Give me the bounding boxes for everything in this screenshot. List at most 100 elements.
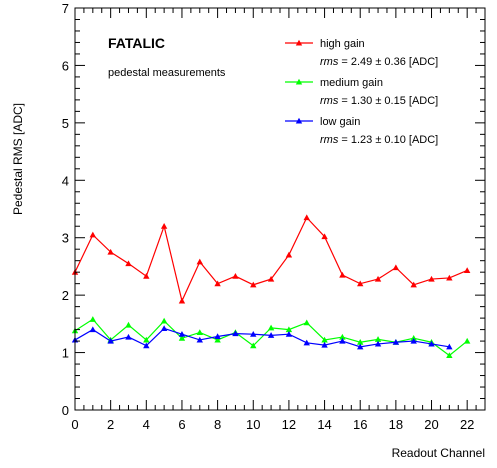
data-point (89, 326, 97, 333)
data-point (125, 260, 132, 267)
data-point (160, 317, 168, 324)
legend-entry: medium gain (320, 77, 383, 89)
data-point (303, 319, 310, 326)
legend-rms-label: rms (320, 56, 339, 68)
data-point (232, 330, 239, 337)
legend-marker (295, 117, 303, 124)
legend-rms-value: = 2.49 ± 0.36 [ADC] (338, 56, 438, 68)
x-tick-label: 18 (389, 417, 403, 432)
data-point (178, 335, 186, 341)
data-point (250, 281, 257, 288)
legend-rms: rms = 1.23 ± 0.10 [ADC] (320, 134, 438, 146)
y-axis-label: Pedestal RMS [ADC] (11, 103, 25, 215)
data-point (196, 258, 203, 265)
data-point (321, 336, 328, 343)
legend: high gain rms = 2.49 ± 0.36 [ADC] medium g… (285, 38, 438, 146)
data-point (267, 275, 275, 282)
x-tick-label: 2 (107, 417, 114, 432)
data-point (446, 343, 453, 350)
x-axis-label: Readout Channel (392, 446, 485, 460)
x-tick-label: 16 (353, 417, 367, 432)
data-point (89, 316, 97, 322)
data-point (143, 336, 150, 343)
data-point (285, 326, 293, 333)
data-point (143, 342, 150, 349)
x-tick-label: 10 (246, 417, 260, 432)
data-point (339, 337, 346, 344)
legend-entry: high gain (320, 38, 365, 50)
data-point (339, 333, 346, 340)
y-tick-label: 6 (62, 58, 69, 73)
data-point (321, 233, 328, 240)
x-tick-label: 20 (424, 417, 438, 432)
x-tick-label: 14 (317, 417, 331, 432)
x-tick-label: 8 (214, 417, 221, 432)
legend-rms-label: rms (320, 95, 339, 107)
data-point (89, 231, 97, 238)
y-tick-label: 1 (62, 346, 69, 361)
legend-rms: rms = 2.49 ± 0.36 [ADC] (320, 56, 438, 68)
x-tick-label: 22 (460, 417, 474, 432)
data-point (285, 251, 293, 258)
legend-marker (295, 78, 303, 85)
data-point (446, 274, 453, 281)
data-point (303, 214, 310, 221)
data-point (196, 329, 203, 336)
data-point (178, 297, 186, 304)
data-point (214, 333, 221, 340)
data-point (125, 333, 132, 340)
data-point (160, 325, 168, 332)
y-tick-label: 5 (62, 116, 69, 131)
data-point (214, 336, 221, 343)
data-point (410, 337, 417, 344)
data-point (160, 223, 168, 229)
data-point (125, 321, 132, 328)
data-point (392, 264, 400, 271)
data-point (463, 337, 471, 344)
x-tick-label: 0 (71, 417, 78, 432)
data-point (107, 248, 114, 255)
data-point (178, 330, 186, 337)
data-point (250, 342, 257, 349)
data-point (232, 272, 239, 279)
legend-entry: low gain (320, 116, 360, 128)
data-point (267, 324, 275, 331)
data-point (463, 267, 471, 274)
y-tick-label: 2 (62, 288, 69, 303)
data-point (392, 339, 400, 345)
legend-rms-label: rms (320, 134, 339, 146)
x-tick-label: 4 (143, 417, 150, 432)
data-point (303, 339, 310, 346)
data-point (321, 341, 328, 348)
data-point (339, 271, 346, 278)
data-point (214, 280, 221, 287)
data-point (267, 332, 275, 338)
legend-rms: rms = 1.30 ± 0.15 [ADC] (320, 95, 438, 107)
data-point (285, 330, 293, 337)
chart-title: FATALIC (108, 35, 165, 51)
data-point (357, 343, 364, 350)
data-point (374, 336, 382, 342)
data-point (357, 280, 364, 287)
data-point (374, 275, 382, 282)
series-line-2 (74, 327, 450, 348)
data-point (357, 339, 364, 345)
legend-rms-value: = 1.30 ± 0.15 [ADC] (338, 95, 438, 107)
legend-marker (295, 39, 303, 46)
data-point (428, 275, 435, 282)
data-point (446, 352, 453, 359)
legend-rms-value: = 1.23 ± 0.10 [ADC] (338, 134, 438, 146)
data-point (143, 272, 150, 279)
data-point (374, 340, 382, 347)
y-tick-label: 3 (62, 231, 69, 246)
chart-subtitle: pedestal measurements (108, 67, 226, 79)
chart-marks (71, 214, 471, 359)
x-tick-label: 6 (178, 417, 185, 432)
data-point (196, 336, 203, 343)
y-tick-label: 0 (62, 403, 69, 418)
y-tick-label: 7 (62, 1, 69, 16)
data-point (410, 281, 417, 288)
